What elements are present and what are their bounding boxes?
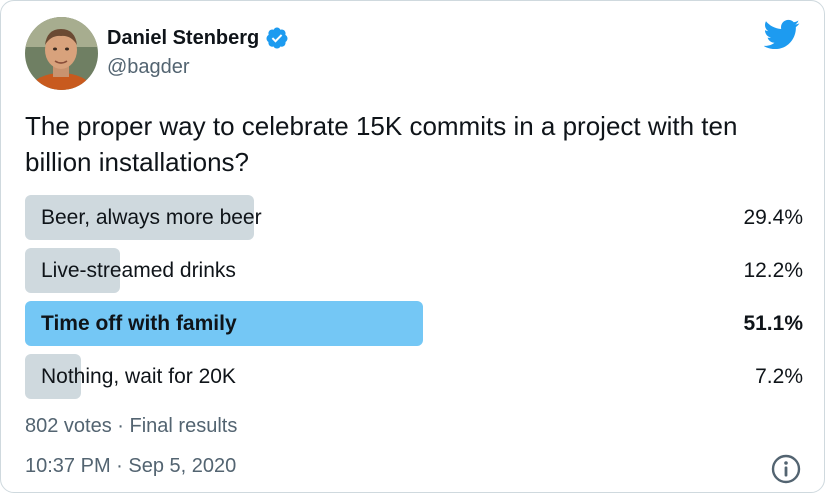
poll-option-bar	[25, 195, 254, 240]
poll-option-bar	[25, 354, 82, 399]
author-handle[interactable]: @bagder	[107, 56, 190, 78]
author-name-row[interactable]: Daniel Stenberg	[107, 26, 289, 50]
poll-summary: 802 votes · Final results	[25, 415, 238, 437]
tweet-timestamp[interactable]: 10:37 PM · Sep 5, 2020	[25, 455, 237, 477]
poll-option-label: Beer, always more beer	[41, 206, 262, 229]
poll-option: Live-streamed drinks 12.2%	[25, 248, 803, 293]
avatar[interactable]	[25, 17, 98, 90]
poll-option-percent: 7.2%	[755, 365, 803, 388]
poll-option-label: Nothing, wait for 20K	[41, 365, 236, 388]
poll-option: Nothing, wait for 20K 7.2%	[25, 354, 803, 399]
poll-option-percent: 12.2%	[743, 259, 803, 282]
verified-badge-icon	[266, 27, 288, 49]
poll-option: Beer, always more beer 29.4%	[25, 195, 803, 240]
poll-option-percent: 51.1%	[743, 312, 803, 335]
poll-option-label: Live-streamed drinks	[41, 259, 236, 282]
author-name[interactable]: Daniel Stenberg	[107, 26, 260, 49]
poll-option-bar	[25, 248, 120, 293]
avatar-image	[25, 17, 98, 90]
twitter-bird-icon[interactable]	[764, 19, 800, 49]
poll-option-percent: 29.4%	[743, 206, 803, 229]
poll: Beer, always more beer 29.4% Live-stream…	[25, 195, 803, 407]
tweet-text: The proper way to celebrate 15K commits …	[25, 111, 738, 177]
info-icon[interactable]	[770, 453, 802, 485]
poll-option-label: Time off with family	[41, 312, 237, 335]
poll-option-bar	[25, 301, 423, 346]
poll-option: Time off with family 51.1%	[25, 301, 803, 346]
